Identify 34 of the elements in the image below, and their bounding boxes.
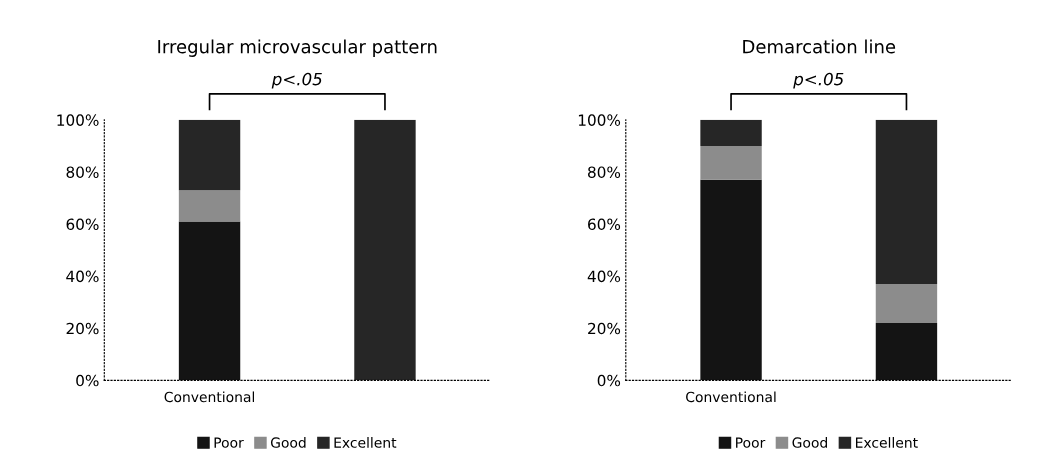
x-tick-label: Conventional — [686, 391, 776, 403]
y-tick-label: 20% — [588, 322, 621, 335]
legend-label: Poor — [736, 437, 766, 448]
chart-title: Irregular microvascular pattern — [158, 39, 437, 57]
bar — [700, 119, 762, 146]
bar — [178, 190, 241, 222]
y-tick-label: 80% — [66, 166, 99, 178]
chart-title: Demarcation line — [743, 39, 896, 54]
bar — [700, 145, 762, 180]
bar — [700, 179, 762, 381]
y-tick-label: 40% — [587, 270, 621, 283]
x-tick-label: Conventional — [164, 391, 255, 403]
y-tick-label: 0% — [597, 374, 621, 387]
legend-label: Excellent — [856, 437, 918, 448]
y-tick-label: 100% — [578, 114, 621, 126]
text: p<.05 — [793, 72, 844, 89]
bar — [875, 323, 938, 381]
bar — [875, 119, 938, 284]
y-tick-label: 80% — [588, 166, 621, 178]
legend-label: Good — [270, 437, 306, 448]
y-tick-label: 60% — [66, 218, 99, 231]
bar — [178, 119, 241, 191]
y-tick-label: 40% — [66, 270, 99, 283]
text: p<.05 — [271, 72, 322, 89]
y-tick-label: 0% — [76, 374, 99, 387]
legend-label: Good — [792, 437, 827, 448]
legend-label: Poor — [214, 437, 244, 448]
y-tick-label: 20% — [66, 322, 99, 335]
y-tick-label: 60% — [588, 218, 621, 231]
y-tick-label: 100% — [57, 114, 99, 126]
bar — [178, 221, 241, 381]
bar — [354, 119, 416, 381]
bar — [875, 283, 938, 324]
legend-label: Excellent — [334, 437, 397, 448]
